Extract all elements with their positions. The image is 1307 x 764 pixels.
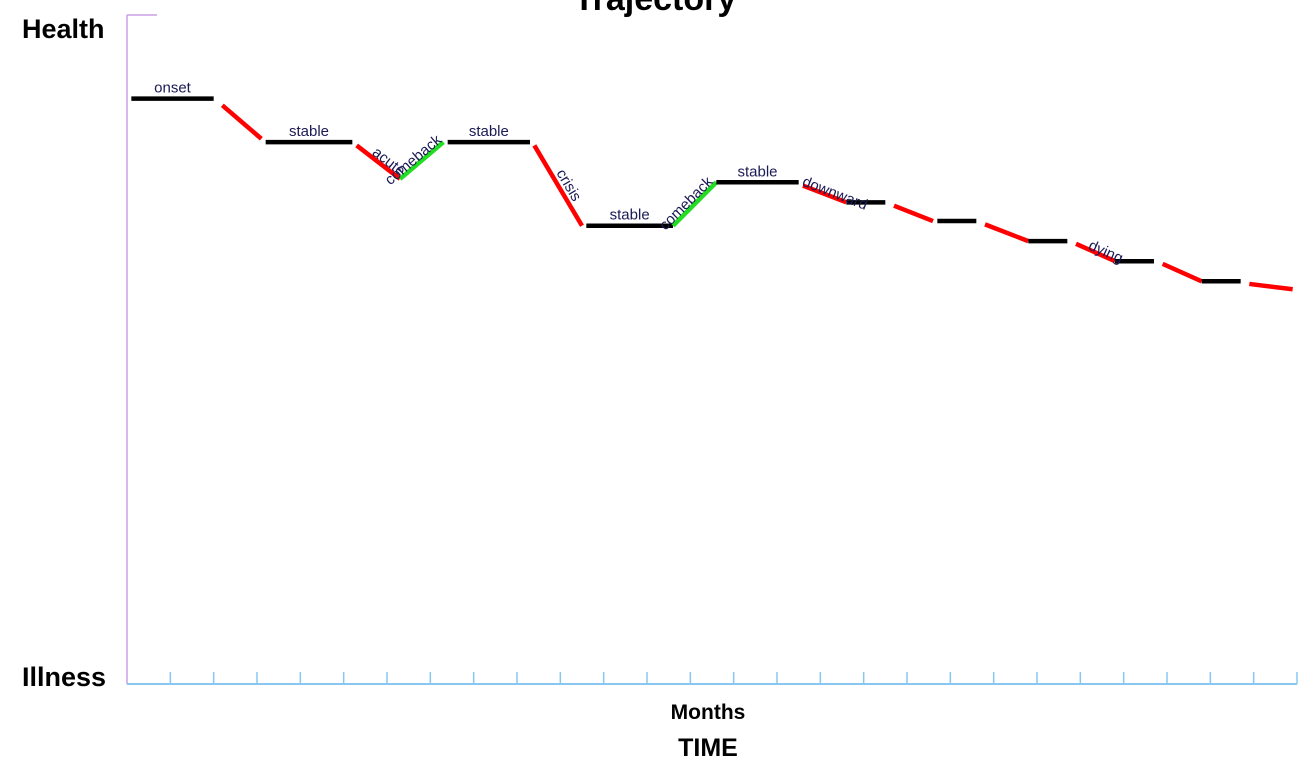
decline-segment-11 [802,183,848,205]
comeback-segment-9 [671,180,718,228]
chart-title: Trajectory [574,0,737,18]
segment-label-stable: stable [610,207,650,224]
x-axis-ticks [169,672,1298,684]
decline-segment-4 [355,143,402,181]
decline-segment-15 [984,222,1030,244]
segment-label-stable: stable [289,123,329,140]
decline-segment-21 [1249,281,1293,292]
segment-label-dying: dying [1086,237,1126,267]
decline-segment-19 [1161,261,1203,284]
decline-segment-7 [532,144,584,227]
segment-label-stable: stable [469,123,509,140]
decline-segment-13 [893,203,934,224]
x-axis-label: Months [671,701,746,724]
comeback-segment-5 [398,140,445,181]
y-axis-bottom-label: Illness [22,662,106,692]
axes [126,14,1297,685]
trajectory-segments [131,96,1293,292]
decline-segment-17 [1075,241,1116,264]
decline-segment-2 [220,103,263,141]
segment-label-comeback: comeback [656,173,717,234]
segment-label-stable: stable [737,163,777,180]
segment-label-onset: onset [154,80,192,97]
y-axis-top-label: Health [22,14,105,44]
segment-label-downward: downward [800,173,870,213]
x-axis-title: TIME [678,734,738,762]
